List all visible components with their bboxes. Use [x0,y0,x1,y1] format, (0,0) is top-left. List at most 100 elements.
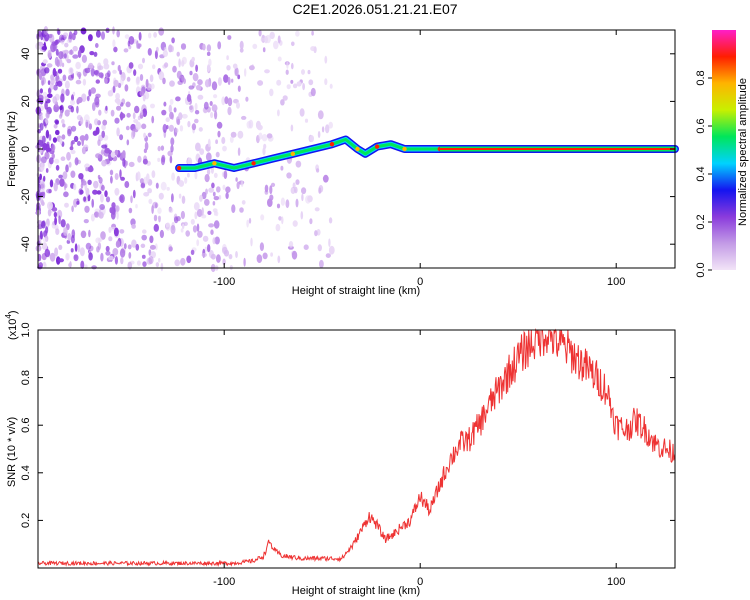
noise-speck [125,125,130,131]
noise-speck [277,109,280,117]
noise-speck [74,157,79,166]
noise-speck [131,223,136,229]
noise-speck [62,74,67,82]
noise-speck [249,65,255,71]
noise-speck [47,52,52,59]
noise-speck [90,68,95,77]
noise-speck [100,149,104,155]
spectrogram-y-axis-label: Frequency (Hz) [6,111,18,187]
noise-speck [102,119,108,126]
noise-speck [142,57,145,64]
noise-speck [60,219,66,228]
noise-speck [191,123,197,131]
noise-speck [47,208,52,217]
noise-speck [237,147,241,156]
noise-speck [63,32,69,37]
noise-speck [205,152,212,162]
noise-speck [40,162,44,172]
noise-speck [41,242,48,250]
colorbar: 0.0 0.2 0.4 0.6 0.8 Normalized spectral ampl… [695,30,749,278]
noise-speck [168,246,173,252]
noise-speck [218,195,222,200]
noise-speck [80,27,87,35]
noise-speck [51,143,56,152]
colorbar-tick-label: 0.2 [695,214,707,229]
noise-speck [98,211,104,219]
y-tick-label: 0.2 [20,513,32,528]
noise-speck [239,207,244,213]
noise-speck [64,80,70,90]
noise-speck [217,77,222,86]
noise-speck [38,262,43,269]
noise-speck [216,186,221,193]
noise-speck [69,146,74,151]
y-tick-label: 40 [20,48,32,60]
noise-speck [61,119,65,124]
noise-speck [210,229,214,235]
noise-speck [156,46,159,53]
noise-speck [39,73,42,80]
noise-speck [295,160,302,168]
noise-speck [65,88,70,96]
noise-speck [70,235,75,244]
noise-speck [169,111,174,120]
noise-speck [88,252,93,261]
noise-speck [58,51,64,60]
noise-speck [299,108,305,117]
noise-speck [201,252,207,258]
noise-speck [109,169,114,176]
noise-speck [225,192,229,200]
noise-speck [151,205,154,214]
noise-speck [132,112,136,120]
noise-speck [110,151,116,158]
noise-speck [234,67,239,77]
y-tick-label: 0 [20,146,32,152]
snr-background [38,330,675,568]
noise-speck [160,181,167,191]
noise-speck [162,123,167,133]
noise-speck [97,65,104,71]
noise-speck [70,170,76,178]
noise-speck [136,171,141,181]
noise-speck [202,235,209,242]
noise-speck [195,142,201,152]
noise-speck [136,260,141,266]
noise-speck [98,109,102,116]
noise-speck [202,43,206,51]
noise-speck [68,31,73,40]
noise-speck [43,175,46,182]
noise-speck [105,105,108,111]
noise-speck [214,236,220,245]
noise-speck [83,114,90,123]
noise-speck [42,142,48,151]
noise-speck [292,220,298,227]
noise-speck [208,58,212,67]
noise-speck [114,187,120,196]
noise-speck [163,101,167,107]
noise-speck [84,205,90,213]
noise-speck [180,228,184,233]
noise-speck [59,178,65,187]
noise-speck [70,248,74,253]
noise-speck [241,200,246,205]
noise-speck [282,95,288,101]
noise-speck [76,98,80,105]
noise-speck [105,245,110,252]
x-tick-label: 100 [607,276,625,288]
noise-speck [310,87,316,97]
snr-y-ticks: 0.2 0.4 0.6 0.8 1.0 [20,322,675,528]
noise-speck [44,95,48,101]
noise-speck [204,79,210,88]
noise-speck [277,35,281,44]
noise-speck [261,134,268,142]
noise-speck [94,211,100,218]
noise-speck [139,74,144,81]
noise-speck [155,182,159,189]
noise-speck [195,64,199,73]
noise-speck [58,215,61,225]
noise-speck [113,46,118,53]
noise-speck [212,208,218,213]
noise-speck [134,105,140,114]
noise-speck [122,158,126,167]
